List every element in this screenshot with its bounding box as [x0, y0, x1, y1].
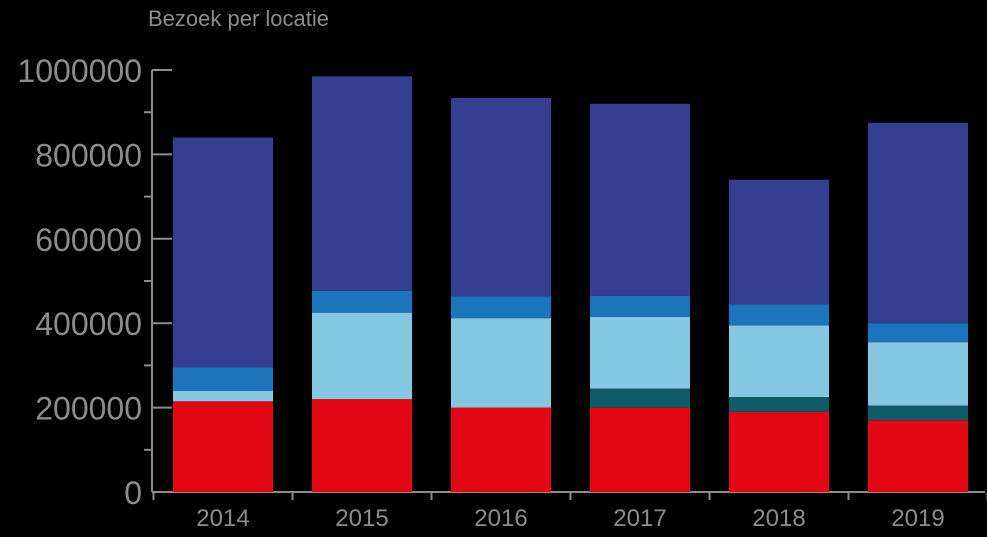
bar-segment — [590, 316, 690, 389]
x-tick-label: 2017 — [613, 505, 666, 532]
bar-segment — [451, 407, 551, 492]
bar-segment — [173, 390, 273, 402]
bar-segment — [312, 312, 412, 400]
bar-segment — [729, 304, 829, 326]
y-tick-label: 1000000 — [17, 53, 142, 89]
bar-segment — [729, 179, 829, 305]
bar-segment — [729, 411, 829, 492]
y-tick-label: 400000 — [35, 306, 142, 342]
axes: 0 200000 400000 600000 800000 1000000 2014 2015… — [17, 53, 987, 532]
bar-segment — [729, 397, 829, 412]
bar-segment — [173, 137, 273, 368]
x-tick-label: 2016 — [474, 505, 527, 532]
bar-segment — [173, 367, 273, 391]
bar-segment — [312, 76, 412, 291]
bar-segment — [868, 323, 968, 343]
bar-segment — [312, 399, 412, 492]
x-tick-label: 2018 — [752, 505, 805, 532]
x-tick-label: 2014 — [196, 505, 249, 532]
bar-segment — [451, 97, 551, 297]
bar-segment — [868, 122, 968, 324]
bar-segment — [868, 342, 968, 406]
bar-segment — [729, 325, 829, 398]
bar-segment — [590, 407, 690, 492]
bar-segment — [590, 388, 690, 408]
bar-segment — [173, 401, 273, 492]
chart-title: Bezoek per locatie — [148, 6, 329, 31]
bar-segment — [590, 103, 690, 296]
bars — [173, 76, 968, 492]
y-tick-label: 600000 — [35, 222, 142, 258]
bar-segment — [868, 420, 968, 492]
y-tick-label: 0 — [124, 475, 142, 511]
y-tick-label: 800000 — [35, 137, 142, 173]
bar-segment — [451, 318, 551, 408]
x-tick-label: 2019 — [891, 505, 944, 532]
x-tick-label: 2015 — [335, 505, 388, 532]
bar-segment — [451, 296, 551, 319]
y-tick-label: 200000 — [35, 391, 142, 427]
bar-segment — [590, 295, 690, 317]
bar-segment — [868, 405, 968, 421]
bar-segment — [312, 290, 412, 313]
